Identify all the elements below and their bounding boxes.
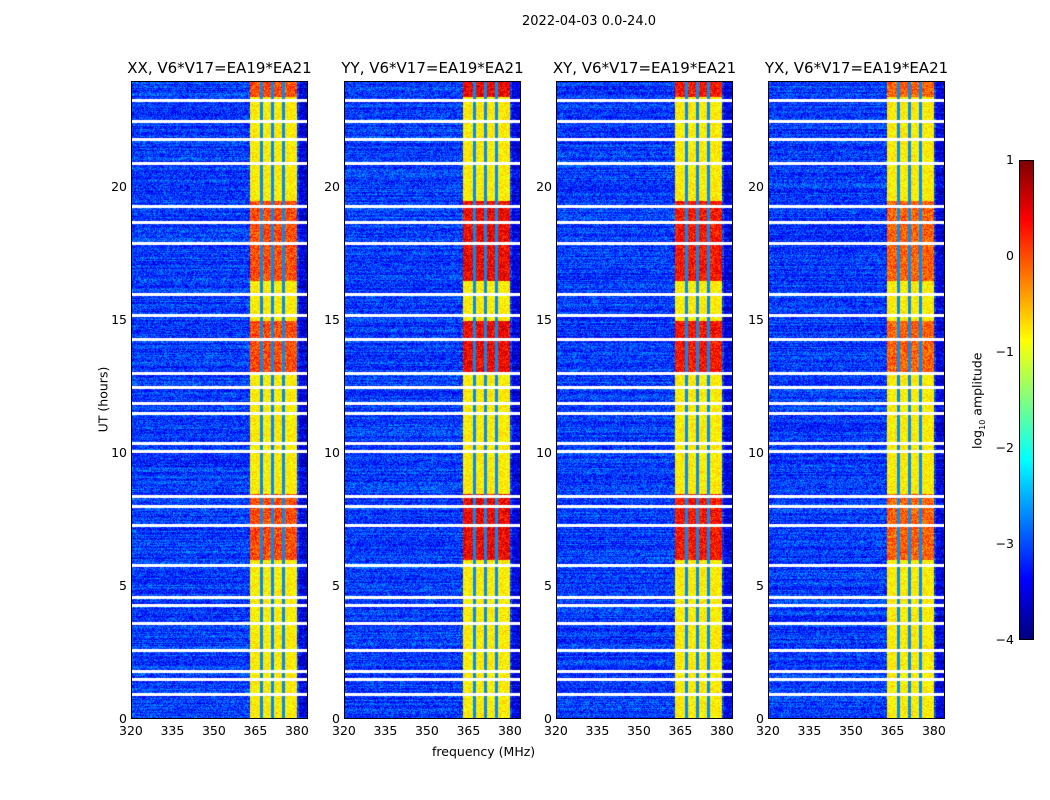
y-tick-label: 20 [536,179,552,195]
panel-title: YY, V6*V17=EA19*EA21 [341,59,524,77]
panel-title: XX, V6*V17=EA19*EA21 [127,59,312,77]
colorbar-label-rest: amplitude [969,352,985,420]
y-tick-label: 10 [324,445,340,461]
y-tick-label: 20 [324,179,340,195]
y-tick-label: 15 [324,312,340,328]
y-tick-label: 0 [332,711,340,726]
figure-title: 2022-04-03 0.0-24.0 [522,14,656,29]
x-tick-label: 335 [373,723,398,738]
colorbar-label-main: log [969,429,985,449]
heatmap [768,81,945,719]
y-tick-label: 10 [111,445,127,461]
colorbar-tick-label: −4 [995,632,1014,647]
panel-4: YX, V6*V17=EA19*EA21 [765,59,948,719]
heatmap [556,81,733,719]
y-tick-label: 15 [536,312,552,328]
panel-2: YY, V6*V17=EA19*EA21 [341,59,524,719]
panel-1: XX, V6*V17=EA19*EA21 [127,59,312,719]
colorbar-tick-label: −1 [995,344,1014,359]
heatmap [344,81,521,719]
y-tick-label: 0 [756,711,764,726]
colorbar-tick-label: −2 [995,440,1014,455]
y-tick-label: 5 [119,578,127,594]
x-tick-label: 320 [756,723,780,738]
x-tick-label: 365 [456,723,481,738]
x-tick-label: 380 [709,723,734,738]
axes-frame [344,81,521,719]
y-tick-label: 15 [111,312,127,328]
y-tick-label: 0 [544,711,552,726]
y-tick-label: 20 [111,179,127,195]
colorbar-tick-label: −3 [995,536,1014,551]
y-tick-label: 15 [748,312,764,328]
y-tick-label: 20 [748,179,764,195]
x-tick-label: 320 [332,723,356,738]
x-tick-label: 320 [119,723,143,738]
axes-frame [556,81,733,719]
y-tick-label: 10 [536,445,552,461]
axes-frame [131,81,308,719]
x-tick-label: 365 [243,723,268,738]
y-tick-label: 5 [544,578,552,594]
panel-3: XY, V6*V17=EA19*EA21 [553,59,736,719]
heatmap [131,81,308,719]
x-tick-label: 335 [585,723,610,738]
y-tick-label: 5 [756,578,764,594]
y-tick-label: 5 [332,578,340,594]
x-tick-label: 380 [497,723,522,738]
x-tick-label: 350 [838,723,863,738]
x-tick-label: 335 [160,723,185,738]
colorbar-label-sub: 10 [977,419,987,430]
x-tick-label: 365 [880,723,905,738]
y-tick-label: 10 [748,445,764,461]
x-axis-label: frequency (MHz) [432,744,536,759]
colorbar-tick-label: 0 [1006,248,1014,263]
axes-frame [768,81,945,719]
x-tick-label: 350 [201,723,226,738]
y-axis-label: UT (hours) [95,366,111,433]
colorbar-label: log10 amplitude [969,353,987,449]
x-tick-label: 320 [544,723,568,738]
panel-title: XY, V6*V17=EA19*EA21 [552,59,737,77]
x-tick-label: 350 [414,723,439,738]
colorbar [1019,160,1034,640]
x-tick-label: 365 [668,723,693,738]
x-tick-label: 335 [797,723,822,738]
y-tick-label: 0 [119,711,127,726]
panel-title: YX, V6*V17=EA19*EA21 [764,59,949,77]
colorbar-tick-label: 1 [1006,152,1014,167]
x-tick-label: 380 [921,723,946,738]
x-tick-label: 350 [626,723,651,738]
x-tick-label: 380 [284,723,309,738]
